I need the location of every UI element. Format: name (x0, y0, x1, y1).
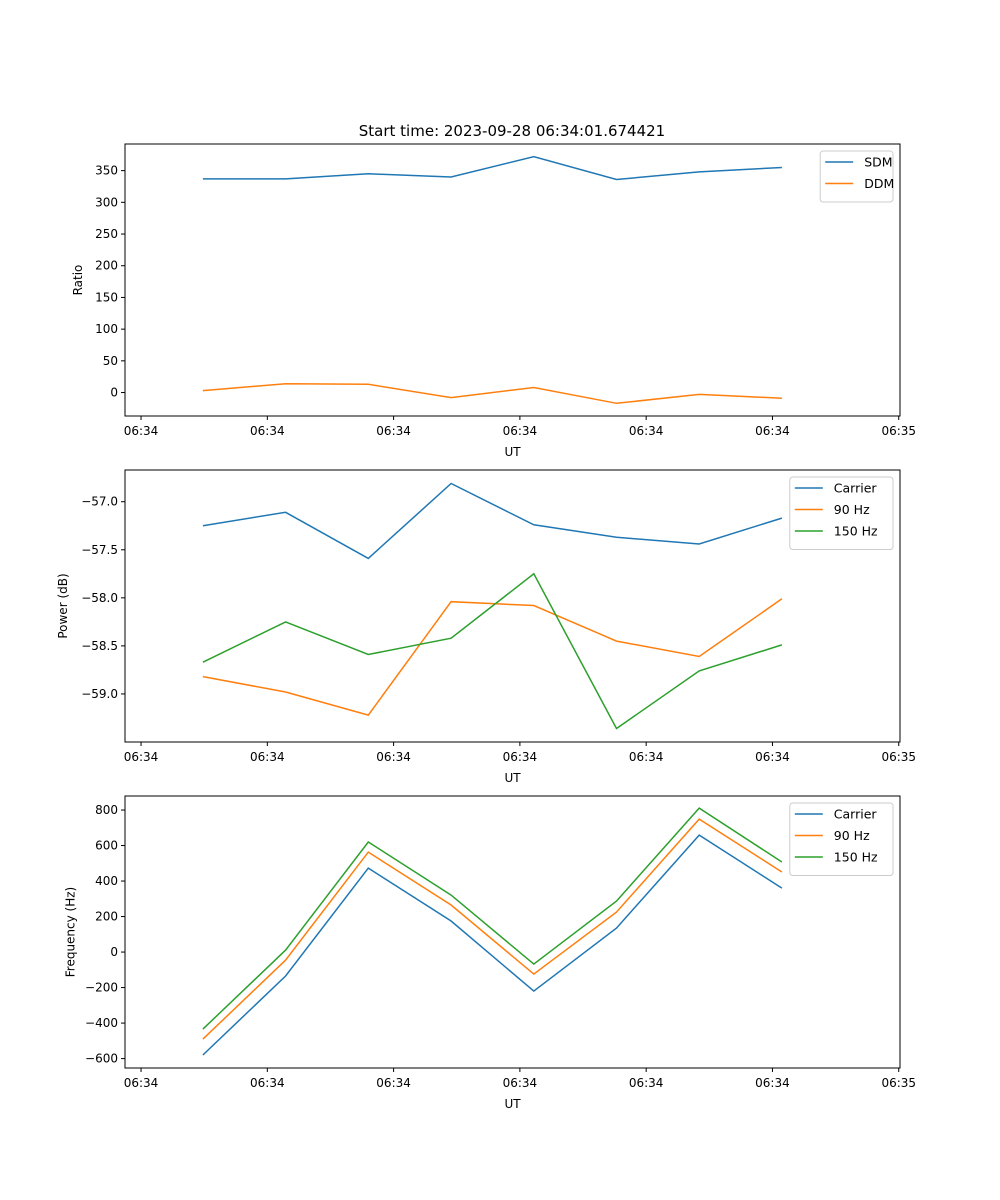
y-tick-label: 400 (95, 874, 118, 888)
legend-label: DDM (864, 176, 894, 191)
x-tick-label: 06:35 (881, 1076, 916, 1090)
series-line-carrier (202, 482, 783, 560)
y-axis-label: Power (dB) (56, 573, 70, 638)
y-tick-label: 150 (95, 290, 118, 304)
legend: SDM DDM (819, 150, 894, 203)
y-tick-label: 250 (95, 227, 118, 241)
x-tick-label: 06:34 (250, 424, 285, 438)
y-axis-label: Frequency (Hz) (64, 887, 78, 978)
x-tick-label: 06:34 (755, 750, 790, 764)
x-tick-label: 06:35 (881, 750, 916, 764)
x-tick-label: 06:34 (503, 750, 538, 764)
x-tick-label: 06:34 (755, 424, 790, 438)
panel-3: 06:34 06:34 06:34 06:34 06:34 06:34 06:35 UT −60… (64, 795, 916, 1111)
y-tick-label: −57.0 (81, 495, 118, 509)
y-tick-label: −400 (85, 1016, 118, 1030)
legend: Carrier 90 Hz 150 Hz (789, 476, 894, 550)
y-tick-label: 350 (95, 164, 118, 178)
y-tick-label: 800 (95, 803, 118, 817)
x-tick-label: 06:34 (250, 1076, 285, 1090)
x-axis-label: UT (504, 771, 521, 785)
x-tick-label: 06:34 (503, 424, 538, 438)
x-axis-label: UT (504, 1097, 521, 1111)
x-tick-label: 06:34 (376, 424, 411, 438)
x-tick-label: 06:34 (376, 750, 411, 764)
legend-box (819, 150, 894, 203)
y-tick-label: 200 (95, 910, 118, 924)
x-tick-label: 06:34 (629, 1076, 664, 1090)
x-tick-label: 06:34 (250, 750, 285, 764)
y-tick-label: −200 (85, 981, 118, 995)
y-tick-label: 100 (95, 322, 118, 336)
legend: Carrier 90 Hz 150 Hz (789, 802, 894, 876)
x-tick-label: 06:35 (881, 424, 916, 438)
chart-title: Start time: 2023-09-28 06:34:01.674421 (359, 122, 665, 140)
y-tick-label: 50 (103, 354, 118, 368)
y-tick-label: −58.5 (81, 639, 118, 653)
series-line-sdm (202, 155, 782, 181)
y-axis-label: Ratio (71, 265, 85, 296)
y-tick-label: −57.5 (81, 543, 118, 557)
legend-label: 90 Hz (834, 502, 870, 517)
series-line-90-hz (202, 818, 783, 1040)
y-tick-label: 200 (95, 259, 118, 273)
x-tick-label: 06:34 (629, 750, 664, 764)
x-tick-label: 06:34 (376, 1076, 411, 1090)
y-tick-label: 0 (110, 945, 118, 959)
y-tick-label: 600 (95, 839, 118, 853)
series-line-ddm (202, 382, 782, 405)
legend-label: Carrier (834, 481, 878, 496)
y-tick-label: −58.0 (81, 591, 118, 605)
y-tick-label: −59.0 (81, 687, 118, 701)
panel-1: 06:34 06:34 06:34 06:34 06:34 06:34 06:35 UT 0 50… (71, 143, 916, 459)
legend-label: Carrier (834, 807, 878, 822)
y-tick-label: 300 (95, 195, 118, 209)
x-tick-label: 06:34 (629, 424, 664, 438)
x-tick-label: 06:34 (124, 424, 159, 438)
axes-frame (124, 143, 901, 417)
series-line-150-hz (202, 807, 783, 1030)
series-line-150-hz (202, 572, 783, 730)
x-tick-label: 06:34 (755, 1076, 790, 1090)
axes-frame (124, 469, 901, 743)
legend-label: 90 Hz (834, 828, 870, 843)
legend-label: 150 Hz (834, 524, 878, 539)
y-tick-label: −600 (85, 1052, 118, 1066)
y-tick-label: 0 (110, 386, 118, 400)
x-tick-label: 06:34 (124, 750, 159, 764)
legend-label: 150 Hz (834, 850, 878, 865)
legend-label: SDM (864, 155, 892, 170)
x-tick-label: 06:34 (124, 1076, 159, 1090)
x-tick-label: 06:34 (503, 1076, 538, 1090)
series-line-90-hz (202, 598, 783, 716)
x-axis-label: UT (504, 445, 521, 459)
axes-frame (124, 795, 901, 1069)
series-line-carrier (202, 834, 783, 1056)
panel-2: 06:34 06:34 06:34 06:34 06:34 06:34 06:35 UT −59… (56, 469, 916, 785)
